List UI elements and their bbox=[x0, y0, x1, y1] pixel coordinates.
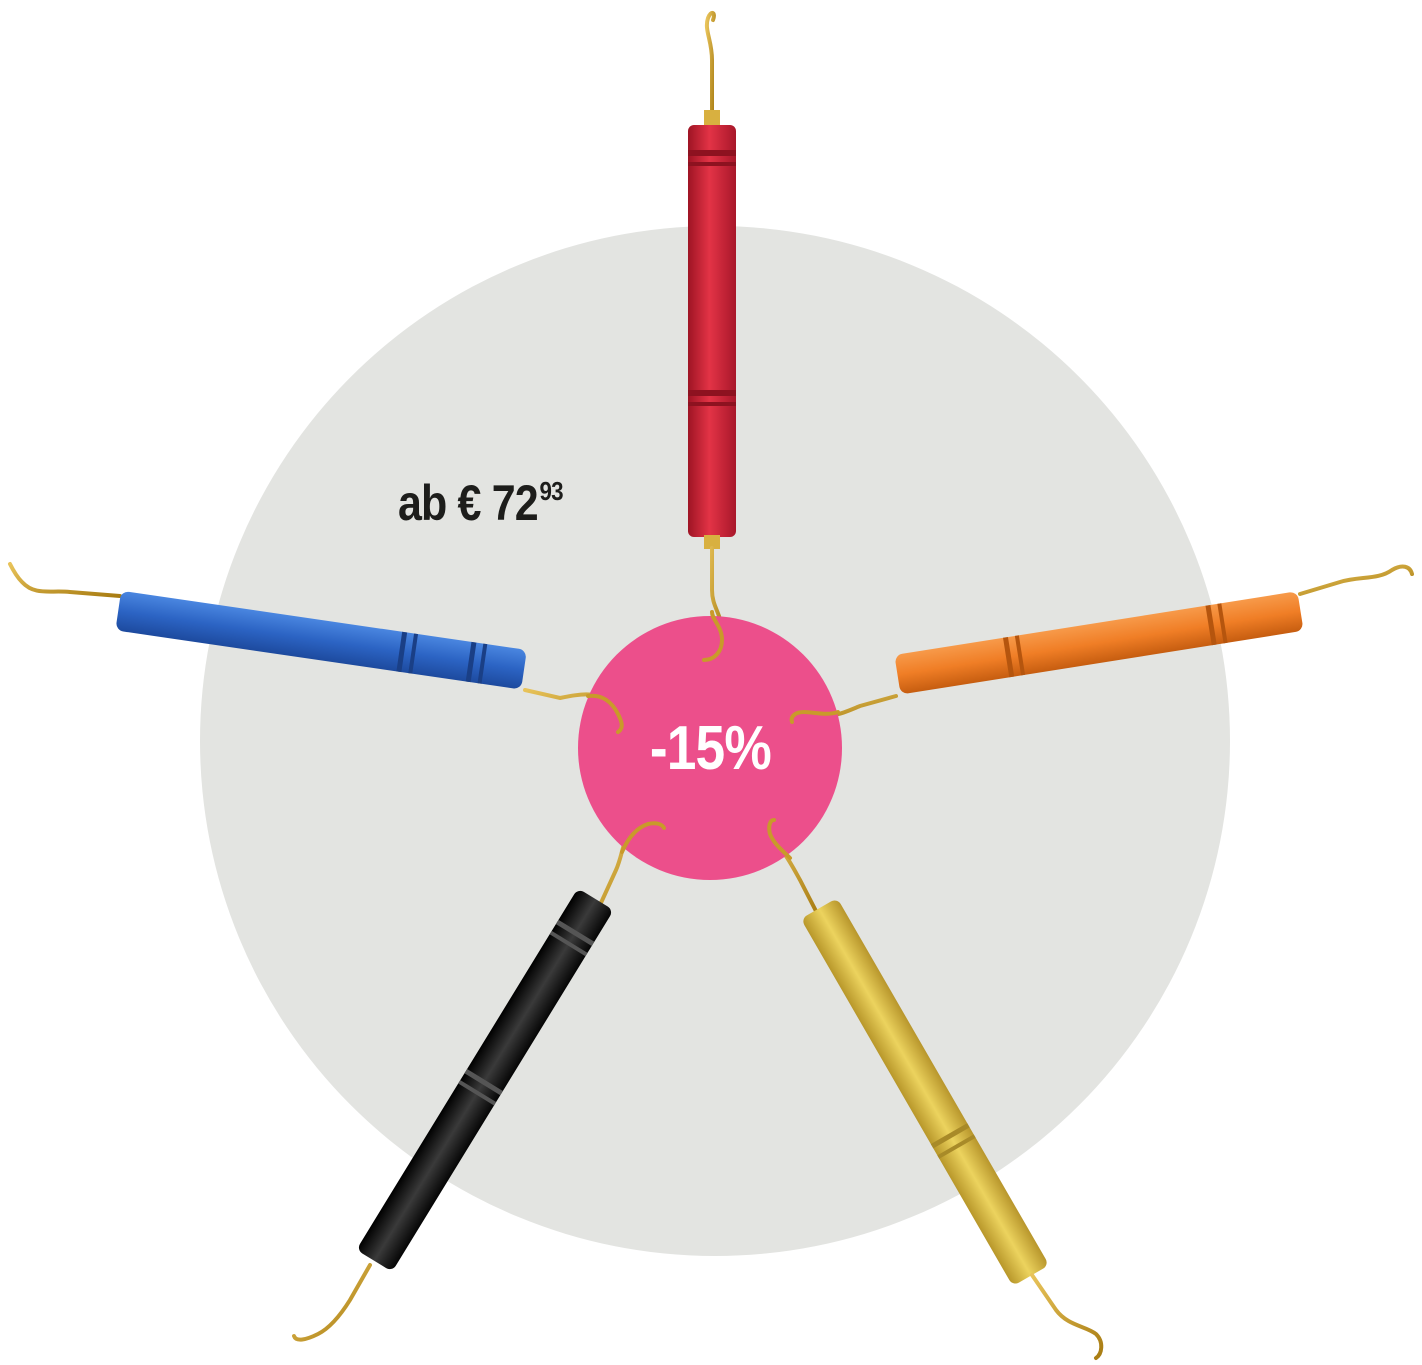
blue-instrument-tip-left bbox=[8, 562, 122, 598]
black-instrument-tip-bottom bbox=[292, 1263, 372, 1342]
red-instrument-handle bbox=[688, 125, 736, 537]
red-instrument-tip-top bbox=[704, 11, 716, 132]
orange-instrument bbox=[790, 564, 1414, 722]
yellow-instrument-tip-bottom bbox=[1030, 1273, 1104, 1360]
discount-badge: -15% bbox=[578, 616, 842, 880]
yellow-instrument-handle bbox=[803, 900, 1047, 1284]
price-main: ab € 72 bbox=[398, 475, 539, 531]
price-label: ab € 7293 bbox=[398, 475, 564, 531]
price-cents: 93 bbox=[539, 476, 564, 506]
discount-label: -15% bbox=[649, 713, 771, 783]
orange-instrument-handle bbox=[895, 592, 1303, 694]
blue-instrument-handle bbox=[116, 591, 526, 689]
orange-instrument-tip-right bbox=[1298, 564, 1414, 596]
